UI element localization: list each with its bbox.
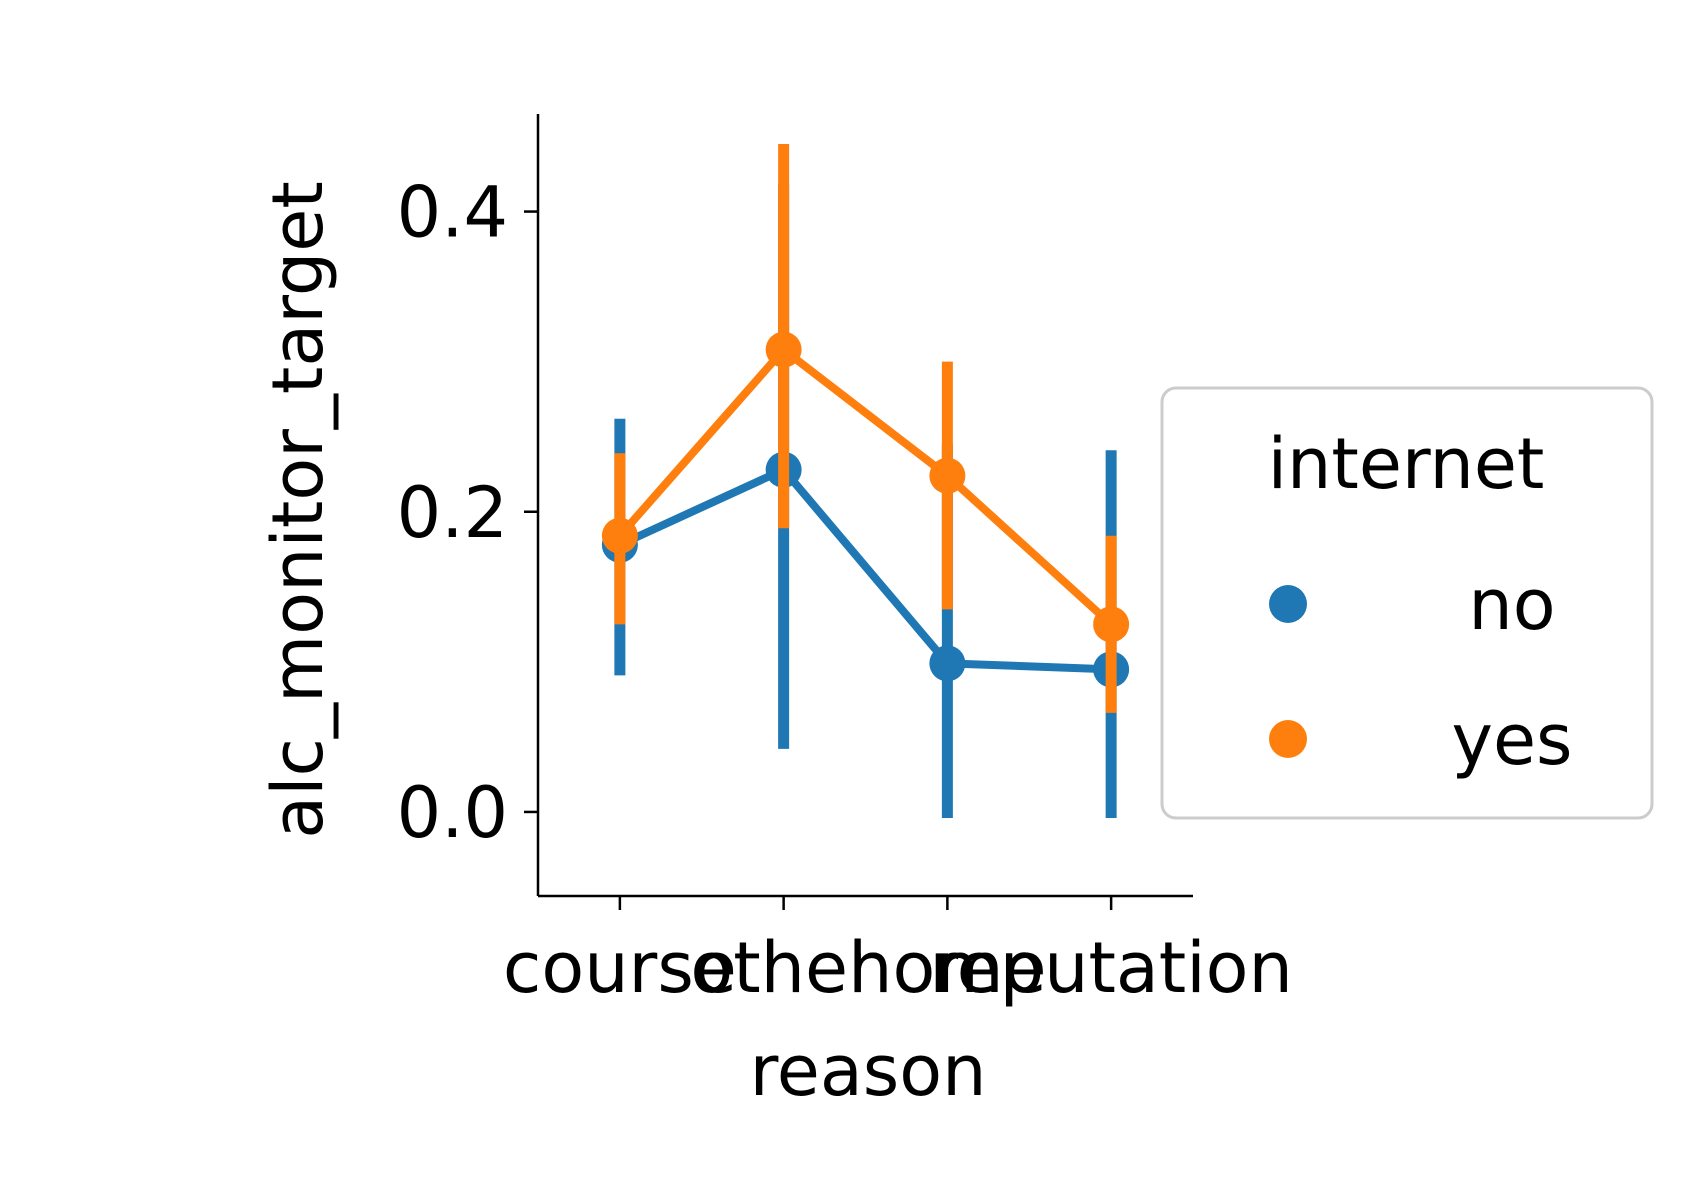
y-tick-label: 0.4 — [397, 172, 508, 254]
legend-marker — [1269, 585, 1307, 623]
series-line — [615, 465, 1116, 674]
series-line — [615, 345, 1116, 629]
y-axis: 0.0 0.2 0.4 — [397, 114, 540, 896]
plot-area — [601, 144, 1130, 818]
legend-title: internet — [1268, 423, 1545, 505]
legend: internet no yes — [1160, 386, 1654, 820]
y-tick-label: 0.0 — [397, 772, 508, 854]
legend-label: yes — [1452, 699, 1573, 781]
x-axis-label: reason — [750, 1030, 987, 1112]
series-no — [601, 184, 1130, 818]
data-point — [1093, 606, 1130, 643]
y-axis-label: alc_monitor_target — [257, 181, 339, 839]
x-tick-label: other — [690, 927, 877, 1009]
data-point — [765, 331, 802, 368]
data-point — [929, 457, 966, 494]
series-yes — [601, 144, 1130, 713]
legend-marker — [1269, 720, 1307, 758]
x-tick-label: reputation — [929, 927, 1293, 1009]
x-tick-label: home — [848, 927, 1046, 1009]
data-point — [601, 517, 638, 554]
y-tick-label: 0.2 — [397, 472, 508, 554]
legend-entries: no yes — [1269, 564, 1572, 781]
data-point — [929, 645, 966, 682]
x-tick-label: course — [503, 927, 737, 1009]
legend-frame — [1160, 386, 1654, 820]
legend-label: no — [1468, 564, 1555, 646]
